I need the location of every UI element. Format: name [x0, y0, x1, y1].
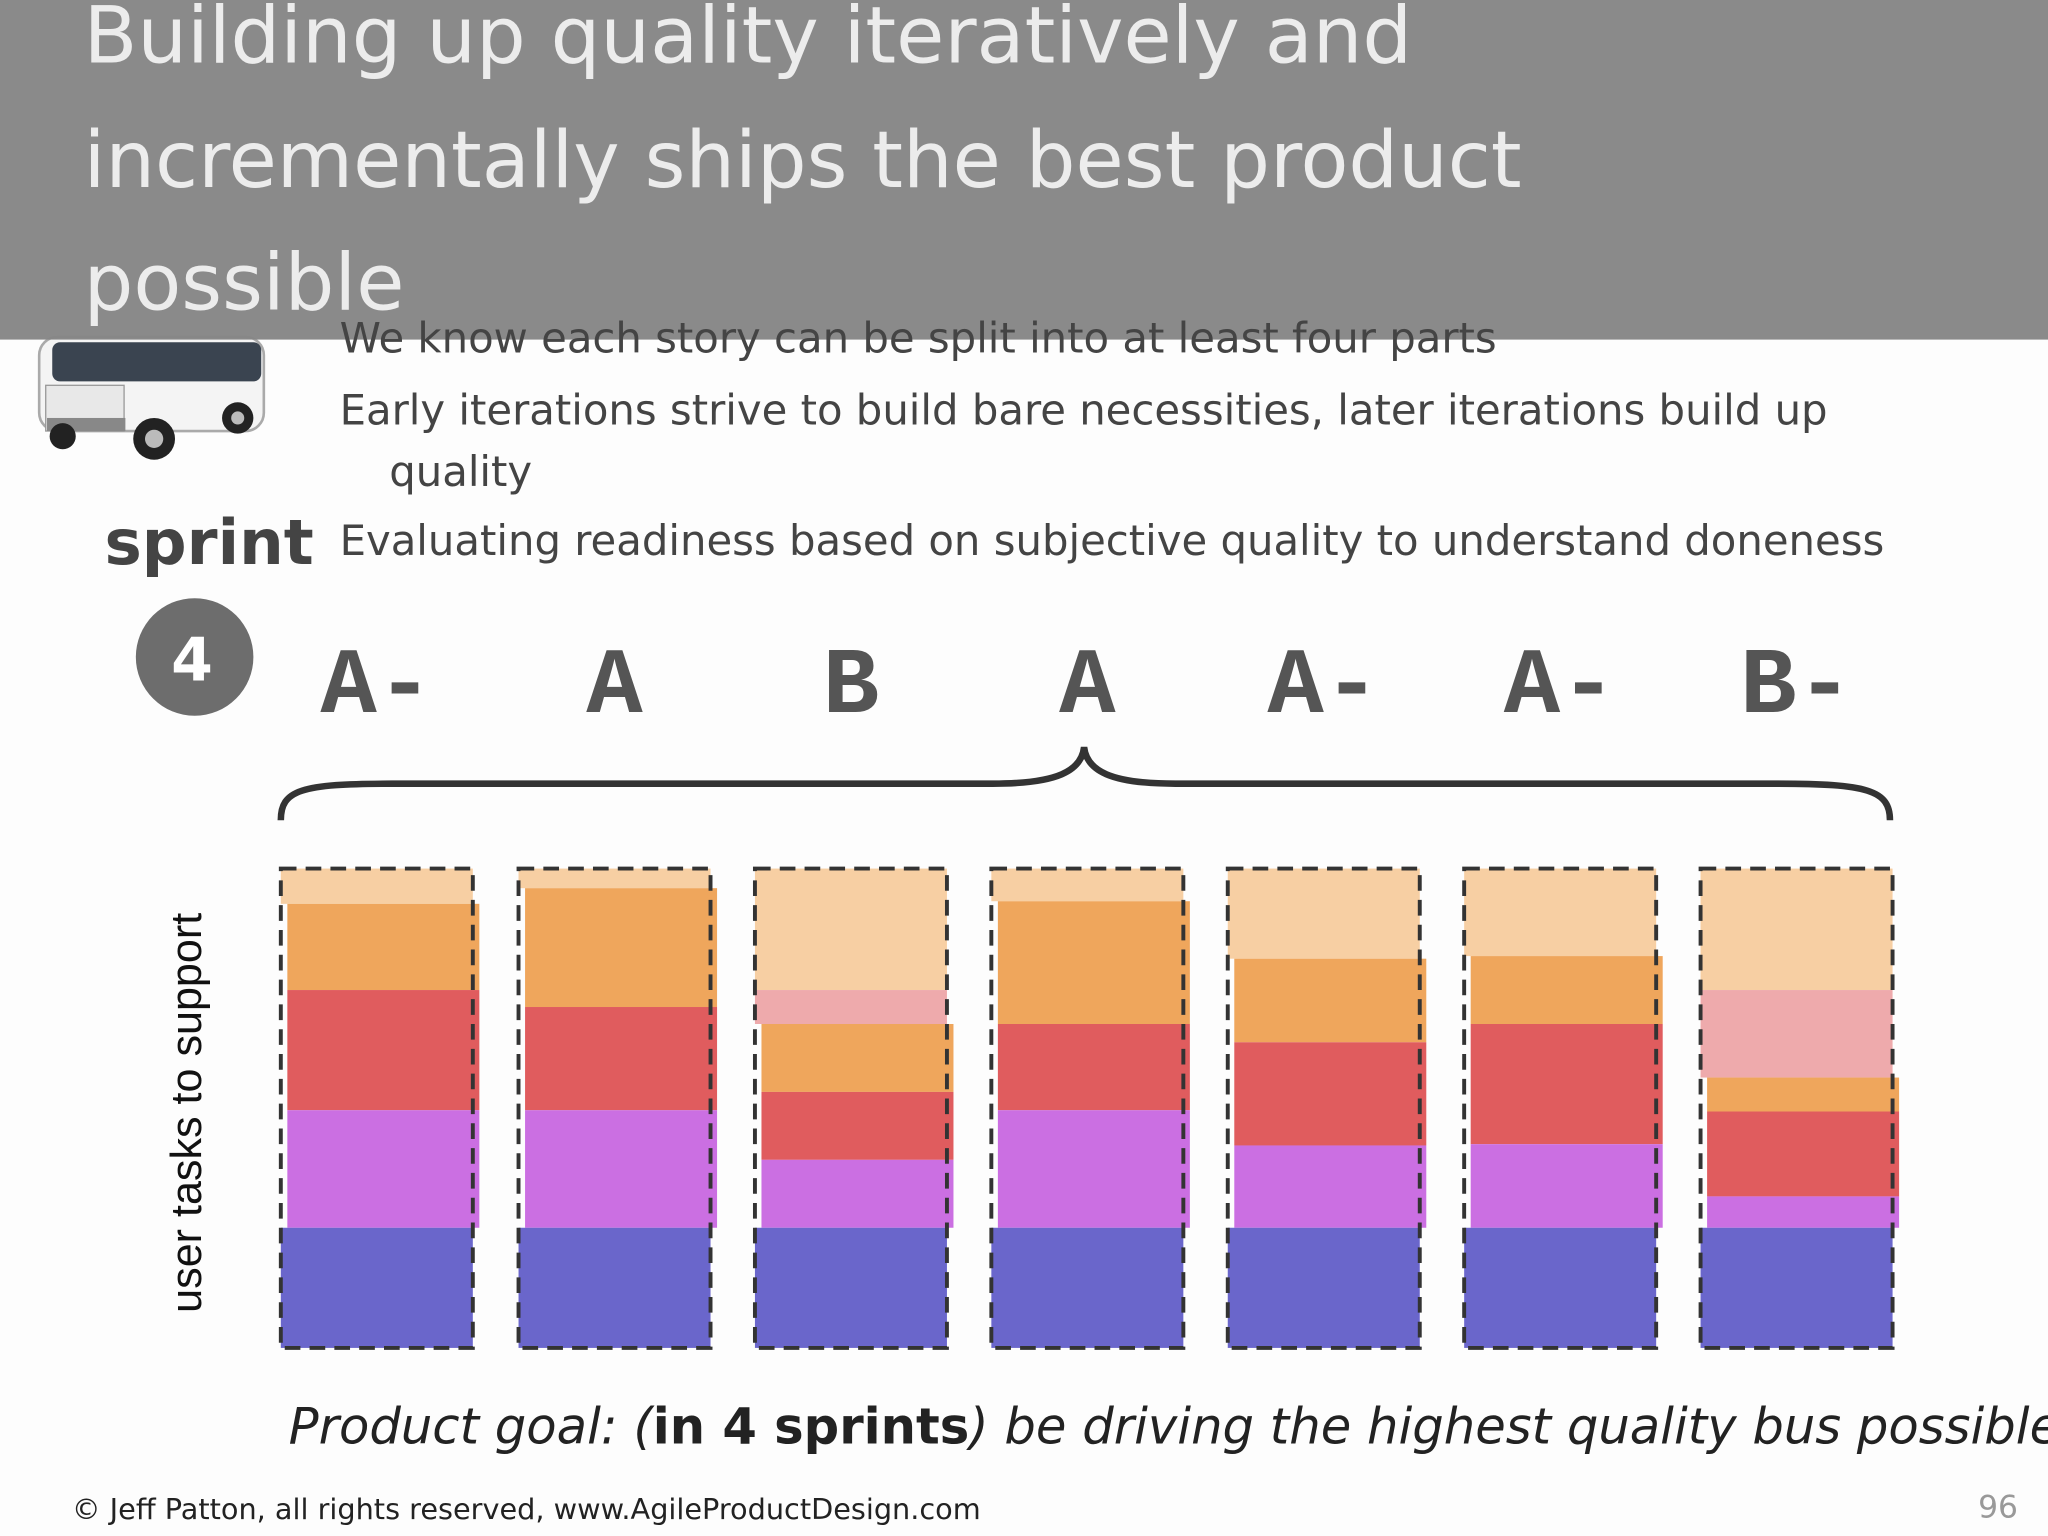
- sprint-number: 4: [171, 625, 213, 695]
- layer: [1227, 868, 1420, 959]
- layer: [525, 888, 718, 1008]
- page-number: 96: [1978, 1490, 2018, 1526]
- column-outline: [989, 866, 1186, 1350]
- grade: A: [586, 635, 643, 741]
- layer: [1700, 868, 1893, 991]
- layer: [287, 903, 480, 991]
- layer: [1700, 990, 1893, 1078]
- bullet: quality: [389, 447, 532, 496]
- bullet: Early iterations strive to build bare ne…: [340, 385, 1828, 434]
- column-outline: [752, 866, 949, 1350]
- grade: A-: [1504, 635, 1617, 741]
- goal-text: ) be driving the highest quality bus pos…: [965, 1397, 2048, 1455]
- sprint-label: sprint: [104, 506, 313, 579]
- layer: [761, 1091, 954, 1160]
- layer: [1464, 868, 1657, 957]
- layer: [997, 901, 1190, 1024]
- bullet: Evaluating readiness based on subjective…: [340, 516, 1885, 565]
- layer: [1470, 956, 1663, 1024]
- layer: [280, 1227, 473, 1348]
- layer: [1234, 1145, 1427, 1228]
- layer: [287, 1110, 480, 1228]
- grade: A-: [320, 635, 433, 741]
- layer: [1470, 1024, 1663, 1145]
- layer: [1470, 1144, 1663, 1228]
- layer: [1227, 1227, 1420, 1348]
- layer: [754, 1227, 947, 1348]
- goal-emphasis: in 4 sprints: [653, 1397, 970, 1455]
- layer: [1700, 1227, 1893, 1348]
- layer: [754, 868, 947, 991]
- grade: B: [823, 635, 879, 741]
- layer: [525, 1110, 718, 1228]
- goal-text: Product goal: (: [289, 1397, 656, 1455]
- grade: A-: [1267, 635, 1380, 741]
- layer: [1707, 1196, 1900, 1228]
- layer: [761, 1159, 954, 1228]
- title-background: [0, 0, 2048, 340]
- goal: Product goal: (in 4 sprints) be driving …: [289, 1397, 2048, 1455]
- title-band: Building up quality iteratively and incr…: [0, 0, 2048, 340]
- brace: [277, 746, 1894, 821]
- column-outline: [1462, 866, 1659, 1350]
- layer: [280, 868, 473, 904]
- layer: [997, 1024, 1190, 1111]
- sprint-badge: [135, 598, 254, 716]
- column-outline: [1698, 866, 1895, 1350]
- layer: [754, 990, 947, 1024]
- bus-image: [37, 335, 266, 460]
- layer: [991, 868, 1184, 902]
- layer: [761, 1024, 954, 1092]
- layer: [997, 1110, 1190, 1228]
- layer: [287, 990, 480, 1111]
- layer: [1234, 1042, 1427, 1146]
- layer: [1464, 1227, 1657, 1348]
- layer: [1707, 1077, 1900, 1112]
- column-outline: [278, 866, 475, 1350]
- grades: A- A B A A- A- B-: [320, 635, 1853, 741]
- footer: © Jeff Patton, all rights reserved, www.…: [72, 1492, 981, 1526]
- grade: B-: [1740, 635, 1853, 741]
- title-line: possible: [84, 238, 405, 329]
- layer: [518, 868, 711, 889]
- layer: [1234, 958, 1427, 1043]
- column-outline: [1225, 866, 1422, 1350]
- title-line: Building up quality iteratively and: [84, 0, 1413, 82]
- axis-label: user tasks to support: [163, 913, 211, 1313]
- layer: [525, 1007, 718, 1111]
- layer: [991, 1227, 1184, 1348]
- title-line: incrementally ships the best product: [84, 115, 1522, 206]
- grade: A: [1059, 635, 1116, 741]
- bullet: We know each story can be split into at …: [340, 314, 1497, 363]
- layer: [518, 1227, 711, 1348]
- quality-columns: [278, 866, 1900, 1350]
- column-outline: [516, 866, 713, 1350]
- layer: [1707, 1111, 1900, 1197]
